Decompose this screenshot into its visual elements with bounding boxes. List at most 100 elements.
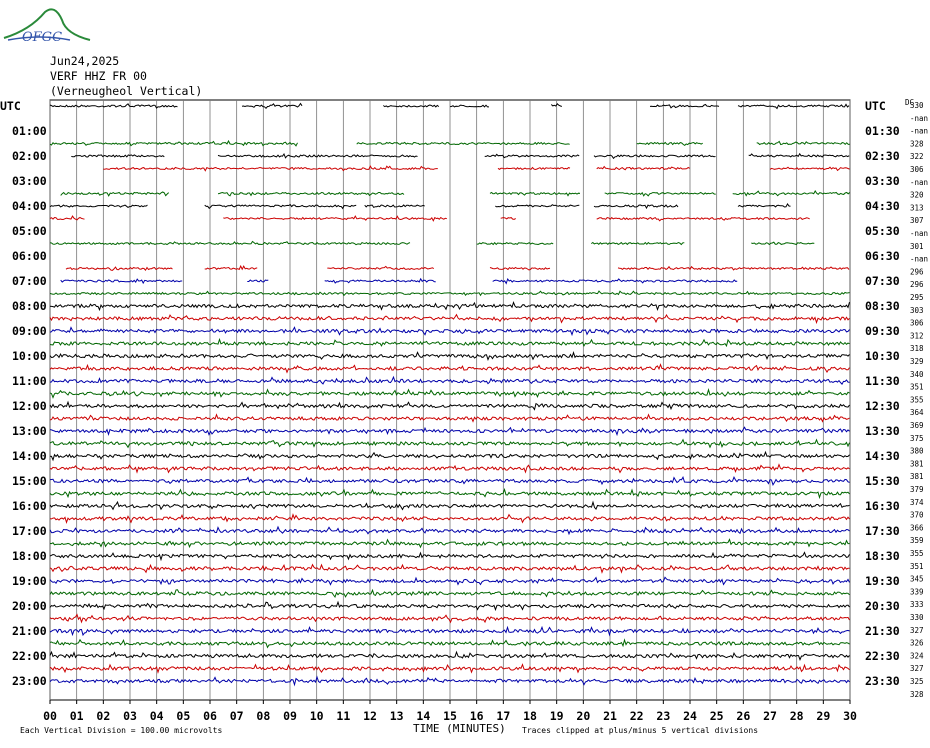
x-tick-label: 10 bbox=[310, 709, 324, 723]
dc-value: 329 bbox=[910, 357, 924, 366]
trace bbox=[247, 279, 269, 283]
right-label: 15:30 bbox=[865, 474, 900, 488]
dc-value: 326 bbox=[910, 639, 924, 648]
dc-value: 306 bbox=[910, 165, 924, 174]
right-label: 11:30 bbox=[865, 374, 900, 388]
left-label: 11:00 bbox=[12, 374, 47, 388]
logo: OFGC bbox=[3, 8, 91, 45]
right-label: 14:30 bbox=[865, 449, 900, 463]
left-label: 04:00 bbox=[12, 199, 47, 213]
dc-value: 380 bbox=[910, 447, 924, 456]
x-tick-label: 02 bbox=[96, 709, 110, 723]
trace bbox=[495, 204, 580, 208]
trace bbox=[49, 326, 850, 337]
trace bbox=[49, 290, 850, 297]
left-label: 05:00 bbox=[12, 224, 47, 238]
right-label: UTC bbox=[865, 99, 886, 113]
right-label: 19:30 bbox=[865, 574, 900, 588]
dc-value: -nan bbox=[910, 178, 928, 187]
trace bbox=[49, 103, 178, 109]
trace bbox=[217, 152, 418, 159]
x-tick-label: 28 bbox=[790, 709, 804, 723]
trace bbox=[492, 277, 738, 285]
trace bbox=[65, 266, 173, 272]
left-label: 01:00 bbox=[12, 124, 47, 138]
left-label: 14:00 bbox=[12, 449, 47, 463]
dc-value: 370 bbox=[910, 511, 924, 520]
trace bbox=[49, 475, 850, 486]
right-label: 16:30 bbox=[865, 499, 900, 513]
x-tick-label: 15 bbox=[443, 709, 457, 723]
x-tick-label: 09 bbox=[283, 709, 297, 723]
trace bbox=[356, 141, 570, 146]
left-label: 23:00 bbox=[12, 674, 47, 688]
trace bbox=[49, 337, 850, 348]
trace bbox=[49, 513, 850, 525]
dc-header: DC bbox=[905, 98, 914, 107]
trace bbox=[49, 500, 850, 511]
trace bbox=[49, 388, 850, 399]
dc-value: 366 bbox=[910, 523, 924, 532]
dc-value: 313 bbox=[910, 203, 924, 212]
dc-value: 351 bbox=[910, 383, 924, 392]
trace bbox=[49, 450, 850, 462]
trace bbox=[49, 240, 411, 246]
left-label: 06:00 bbox=[12, 249, 47, 263]
dc-value: 340 bbox=[910, 370, 924, 379]
clip-note: Traces clipped at plus/minus 5 vertical … bbox=[522, 726, 758, 735]
x-tick-label: 13 bbox=[390, 709, 404, 723]
trace bbox=[617, 265, 850, 271]
trace bbox=[103, 165, 438, 172]
dc-value: 359 bbox=[910, 536, 924, 545]
dc-value: 327 bbox=[910, 626, 924, 635]
dc-value: 330 bbox=[910, 101, 924, 110]
logo-text: OFGC bbox=[22, 30, 62, 45]
right-label: 18:30 bbox=[865, 549, 900, 563]
right-label: 12:30 bbox=[865, 399, 900, 413]
right-label: 07:30 bbox=[865, 274, 900, 288]
trace bbox=[364, 204, 425, 209]
dc-value: 369 bbox=[910, 421, 924, 430]
right-label: 02:30 bbox=[865, 149, 900, 163]
dc-value: -nan bbox=[910, 255, 928, 264]
dc-value: 381 bbox=[910, 472, 924, 481]
dc-value: -nan bbox=[910, 114, 928, 123]
x-tick-label: 27 bbox=[763, 709, 777, 723]
trace bbox=[769, 166, 850, 172]
trace bbox=[49, 426, 850, 437]
x-tick-label: 23 bbox=[656, 709, 670, 723]
trace bbox=[489, 191, 581, 197]
dc-value: 320 bbox=[910, 191, 924, 200]
trace bbox=[596, 165, 690, 171]
trace bbox=[449, 104, 489, 108]
x-tick-label: 07 bbox=[230, 709, 244, 723]
trace bbox=[732, 190, 851, 197]
scale-note: Each Vertical Division = 100.00 microvol… bbox=[20, 726, 222, 735]
right-label: 20:30 bbox=[865, 599, 900, 613]
dc-value: 327 bbox=[910, 664, 924, 673]
dc-value: 381 bbox=[910, 459, 924, 468]
left-label: UTC bbox=[0, 99, 21, 113]
dc-value: 375 bbox=[910, 434, 924, 443]
trace bbox=[49, 139, 298, 147]
trace bbox=[49, 301, 850, 312]
left-label: 20:00 bbox=[12, 599, 47, 613]
location: (Verneugheol Vertical) bbox=[50, 84, 202, 98]
trace bbox=[649, 103, 720, 109]
right-label: 09:30 bbox=[865, 324, 900, 338]
trace bbox=[49, 313, 850, 325]
dc-value: 364 bbox=[910, 408, 924, 417]
x-tick-label: 14 bbox=[416, 709, 430, 723]
trace bbox=[49, 525, 850, 536]
right-label: 23:30 bbox=[865, 674, 900, 688]
right-label: 10:30 bbox=[865, 349, 900, 363]
dc-value: 325 bbox=[910, 677, 924, 686]
trace bbox=[223, 215, 447, 222]
x-tick-label: 24 bbox=[683, 709, 697, 723]
dc-value: 318 bbox=[910, 344, 924, 353]
x-tick-label: 22 bbox=[630, 709, 644, 723]
dc-value: 307 bbox=[910, 216, 924, 225]
x-tick-label: 01 bbox=[70, 709, 84, 723]
dc-value: 322 bbox=[910, 152, 924, 161]
x-tick-label: 19 bbox=[550, 709, 564, 723]
